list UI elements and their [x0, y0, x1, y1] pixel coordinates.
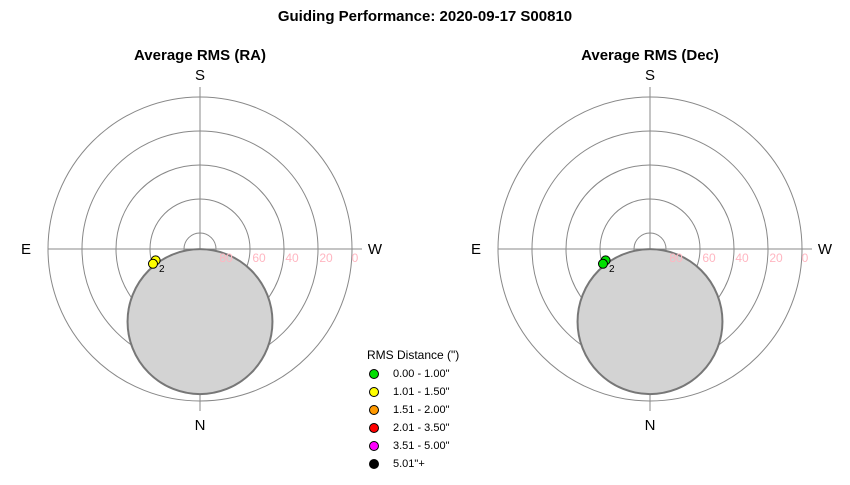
- legend-color-dot: [369, 405, 379, 415]
- direction-label-bottom: N: [645, 417, 656, 434]
- legend-color-dot: [369, 423, 379, 433]
- data-point-label: 2: [159, 264, 165, 275]
- legend-item: 0.00 - 1.00": [367, 365, 517, 383]
- direction-label-top: S: [645, 67, 655, 84]
- altitude-tick-label: 20: [769, 251, 783, 265]
- legend-item-label: 2.01 - 3.50": [393, 422, 450, 434]
- altitude-tick-label: 60: [252, 251, 266, 265]
- chart-title: Average RMS (Dec): [581, 47, 719, 64]
- data-point: [147, 258, 158, 269]
- altitude-tick-label: 60: [702, 251, 716, 265]
- legend-item: 1.51 - 2.00": [367, 401, 517, 419]
- legend-item-label: 1.51 - 2.00": [393, 404, 450, 416]
- obscured-zone: [126, 248, 274, 396]
- chart-title: Average RMS (RA): [134, 47, 266, 64]
- altitude-tick-label: 40: [735, 251, 749, 265]
- direction-label-bottom: N: [195, 417, 206, 434]
- legend-item: 5.01"+: [367, 455, 517, 473]
- altitude-tick-label: 80: [669, 251, 683, 265]
- altitude-tick-label: 40: [285, 251, 299, 265]
- polar-plot-ra: Average RMS (RA) 80 60 40 20 0 S N E W 2: [21, 47, 383, 434]
- legend-color-dot: [369, 459, 379, 469]
- polar-chart-ra: Average RMS (RA) 80 60 40 20 0 S N E W 2: [21, 47, 383, 434]
- legend-color-dot: [369, 387, 379, 397]
- altitude-tick-label: 0: [802, 251, 809, 265]
- polar-chart-dec: Average RMS (Dec) 80 60 40 20 0 S N E W 2: [450, 0, 850, 485]
- direction-label-right: W: [818, 241, 833, 258]
- legend-item: 3.51 - 5.00": [367, 437, 517, 455]
- altitude-ring-4: [47, 96, 353, 402]
- direction-label-left: E: [471, 241, 481, 258]
- legend-item-label: 1.01 - 1.50": [393, 386, 450, 398]
- direction-label-right: W: [368, 241, 383, 258]
- altitude-tick-label: 80: [219, 251, 233, 265]
- legend-title: RMS Distance ("): [367, 348, 460, 362]
- data-point-label: 2: [609, 264, 615, 275]
- legend-item-label: 5.01"+: [393, 458, 425, 470]
- altitude-tick-label: 20: [319, 251, 333, 265]
- altitude-tick-label: 0: [352, 251, 359, 265]
- legend-color-dot: [369, 441, 379, 451]
- polar-plot-dec: Average RMS (Dec) 80 60 40 20 0 S N E W 2: [471, 47, 833, 434]
- legend: RMS Distance (") 0.00 - 1.00" 1.01 - 1.50…: [367, 348, 517, 473]
- direction-label-top: S: [195, 67, 205, 84]
- legend-item: 2.01 - 3.50": [367, 419, 517, 437]
- altitude-ring-4: [497, 96, 803, 402]
- page-title: Guiding Performance: 2020-09-17 S00810: [277, 8, 573, 25]
- legend-item: 1.01 - 1.50": [367, 383, 517, 401]
- legend-item-label: 3.51 - 5.00": [393, 440, 450, 452]
- obscured-zone: [576, 248, 724, 396]
- legend-color-dot: [369, 369, 379, 379]
- direction-label-left: E: [21, 241, 31, 258]
- legend-item-label: 0.00 - 1.00": [393, 368, 450, 380]
- data-point: [597, 258, 608, 269]
